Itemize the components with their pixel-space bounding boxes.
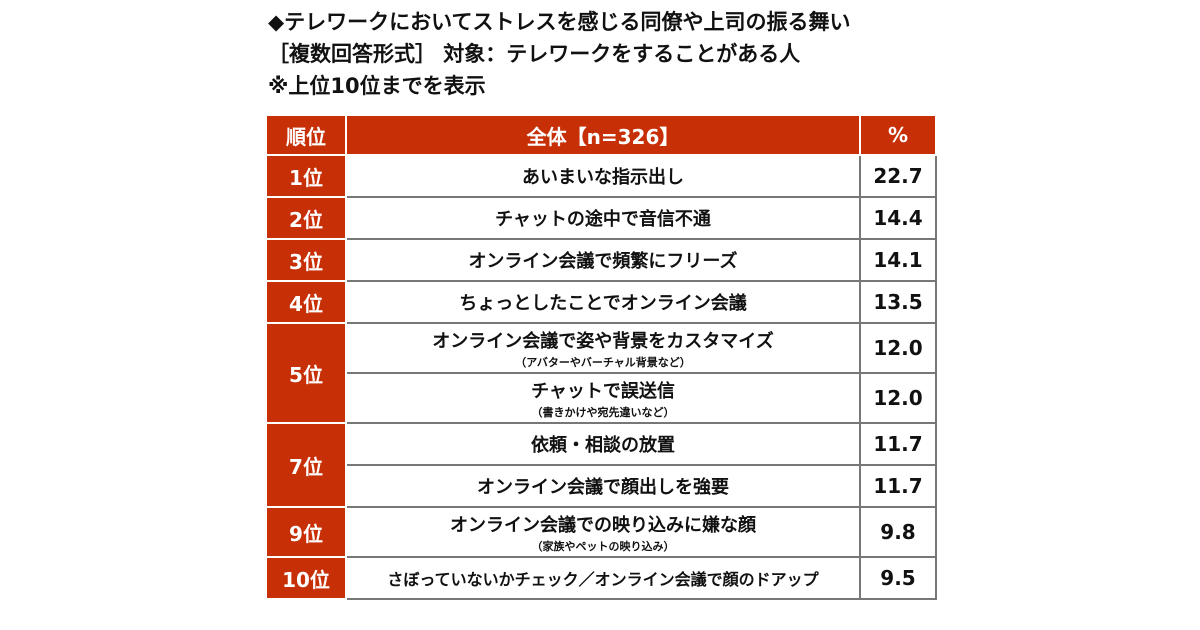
- table-row: 9位 オンライン会議での映り込みに嫌な顔 （家族やペットの映り込み） 9.8: [265, 506, 937, 558]
- item-cell: オンライン会議で姿や背景をカスタマイズ （アバターやバーチャル背景など）: [345, 322, 861, 374]
- item-label: チャットの途中で音信不通: [495, 209, 711, 230]
- percent-cell: 12.0: [859, 322, 937, 374]
- heading-note: ※上位10位までを表示: [268, 74, 486, 98]
- item-note: （アバターやバーチャル背景など）: [515, 355, 691, 369]
- rank-cell: 1位: [265, 154, 347, 198]
- heading-title: ◆テレワークにおいてストレスを感じる同僚や上司の振る舞い: [268, 10, 851, 34]
- item-label: チャットで誤送信: [531, 380, 675, 402]
- item-label: オンライン会議で姿や背景をカスタマイズ: [432, 330, 774, 352]
- item-note: （家族やペットの映り込み）: [531, 539, 675, 553]
- table-row: 7位 依頼・相談の放置 11.7: [265, 422, 937, 508]
- item-cell: さぼっていないかチェック／オンライン会議で顔のドアップ: [345, 556, 861, 600]
- item-note: （書きかけや宛先違いなど）: [531, 405, 675, 419]
- header-percent: %: [859, 114, 937, 156]
- rank-cell: 7位: [265, 422, 347, 508]
- item-label: オンライン会議での映り込みに嫌な顔: [450, 514, 756, 536]
- item-cell: チャットの途中で音信不通: [345, 196, 861, 240]
- item-label: あいまいな指示出し: [522, 167, 684, 188]
- percent-cell: 22.7: [859, 154, 937, 198]
- table-row: 2位 チャットの途中で音信不通 14.4: [265, 196, 937, 240]
- table-header-row: 順位 全体【n=326】 %: [265, 114, 937, 156]
- table-row: 1位 あいまいな指示出し 22.7: [265, 154, 937, 198]
- table-row: 4位 ちょっとしたことでオンライン会議 13.5: [265, 280, 937, 324]
- percent-cell: 9.8: [859, 506, 937, 558]
- item-cell: 依頼・相談の放置: [345, 422, 861, 466]
- item-cell: あいまいな指示出し: [345, 154, 861, 198]
- heading: ◆テレワークにおいてストレスを感じる同僚や上司の振る舞い ［複数回答形式］ 対象…: [268, 6, 851, 102]
- table-row: チャットで誤送信 （書きかけや宛先違いなど） 12.0: [266, 372, 937, 424]
- item-label: 依頼・相談の放置: [531, 435, 675, 456]
- table-row: 3位 オンライン会議で頻繁にフリーズ 14.1: [265, 238, 937, 282]
- header-item: 全体【n=326】: [345, 114, 861, 156]
- rank-cell: 5位: [265, 322, 347, 424]
- item-cell: チャットで誤送信 （書きかけや宛先違いなど）: [345, 372, 861, 424]
- percent-cell: 13.5: [859, 280, 937, 324]
- header-rank: 順位: [265, 114, 347, 156]
- rank-cell: 10位: [265, 556, 347, 600]
- rank-cell: 4位: [265, 280, 347, 324]
- table-row: オンライン会議で顔出しを強要 11.7: [266, 464, 937, 508]
- percent-cell: 14.4: [859, 196, 937, 240]
- item-label: ちょっとしたことでオンライン会議: [459, 293, 747, 314]
- percent-cell: 14.1: [859, 238, 937, 282]
- item-label: さぼっていないかチェック／オンライン会議で顔のドアップ: [387, 570, 819, 589]
- heading-subtitle: ［複数回答形式］ 対象：テレワークをすることがある人: [268, 42, 801, 66]
- item-label: オンライン会議で顔出しを強要: [477, 477, 729, 498]
- percent-cell: 12.0: [859, 372, 937, 424]
- item-cell: ちょっとしたことでオンライン会議: [345, 280, 861, 324]
- rank-cell: 2位: [265, 196, 347, 240]
- item-cell: オンライン会議で頻繁にフリーズ: [345, 238, 861, 282]
- table-row: 5位 オンライン会議で姿や背景をカスタマイズ （アバターやバーチャル背景など） …: [265, 322, 937, 424]
- percent-cell: 11.7: [859, 464, 937, 508]
- rank-cell: 3位: [265, 238, 347, 282]
- rank-cell: 9位: [265, 506, 347, 558]
- item-cell: オンライン会議での映り込みに嫌な顔 （家族やペットの映り込み）: [345, 506, 861, 558]
- table-row: 10位 さぼっていないかチェック／オンライン会議で顔のドアップ 9.5: [265, 556, 937, 600]
- percent-cell: 9.5: [859, 556, 937, 600]
- item-label: オンライン会議で頻繁にフリーズ: [468, 251, 738, 272]
- ranking-table: 順位 全体【n=326】 % 1位 あいまいな指示出し 22.7 2位 チャット…: [265, 114, 937, 600]
- item-cell: オンライン会議で顔出しを強要: [345, 464, 861, 508]
- percent-cell: 11.7: [859, 422, 937, 466]
